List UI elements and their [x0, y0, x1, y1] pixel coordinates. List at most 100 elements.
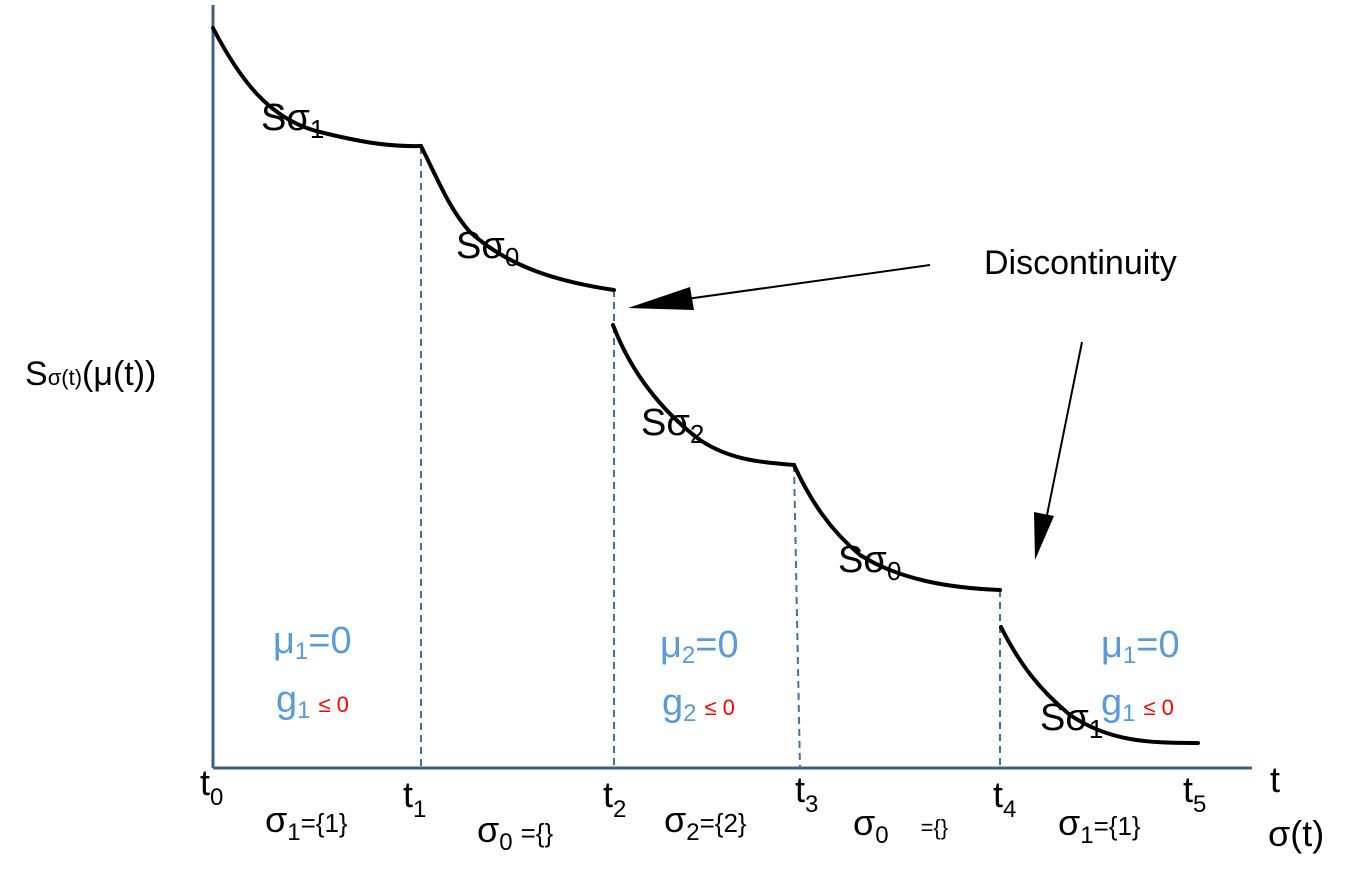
y-axis-label-sub: σ(t): [48, 365, 82, 390]
g-label: g1 ≤ 0: [1101, 682, 1174, 727]
mode-label-sub: 1: [287, 819, 300, 846]
curve-label-2: Sσ0: [456, 225, 519, 272]
g-sub: 1: [1122, 700, 1135, 727]
mode-label-5: σ1={1}: [1058, 802, 1141, 849]
curve-label-5: Sσ1: [1040, 697, 1103, 744]
tick-t0: t0: [200, 762, 223, 811]
y-axis-label-main: S: [25, 355, 48, 393]
switching-lines: [420, 147, 1001, 769]
tick-sub: 5: [1193, 791, 1206, 818]
tick-main: t: [603, 774, 613, 815]
mode-label-sub: 1: [1080, 822, 1093, 849]
constraint-1: μ1=0 g1 ≤ 0: [273, 620, 352, 724]
mu-label: μ1=0: [273, 620, 352, 665]
curve-segment-5: [999, 625, 1200, 745]
g-rest: ≤ 0: [705, 695, 735, 720]
mu-main: μ: [273, 620, 295, 662]
tick-t1: t1: [403, 774, 426, 823]
mu-rest: =0: [308, 620, 351, 662]
arrow-line-1: [664, 264, 931, 303]
mode-label-main: σ: [664, 799, 686, 840]
mu-sub: 1: [1123, 642, 1136, 669]
g-rest: ≤ 0: [319, 692, 349, 717]
tick-sub: 3: [805, 791, 818, 818]
curve-label-3: Sσ2: [641, 402, 704, 449]
mu-sub: 2: [682, 642, 695, 669]
mode-label-main: σ: [265, 799, 287, 840]
discontinuity-arrows: [628, 264, 1083, 560]
constraint-2: μ2=0 g2 ≤ 0: [660, 624, 739, 727]
constraint-3: μ1=0 g1 ≤ 0: [1101, 624, 1180, 727]
curve-label-4: Sσ0: [838, 539, 901, 586]
mode-label-rest: ={}: [921, 815, 949, 840]
mu-rest: =0: [695, 624, 738, 666]
g-main: g: [662, 682, 683, 724]
tick-t3: t3: [795, 769, 818, 818]
tick-main: t: [993, 774, 1003, 815]
curve-label-sub: 1: [310, 114, 324, 144]
mu-rest: =0: [1136, 624, 1179, 666]
tick-main: t: [403, 774, 413, 815]
curve-label-main: Sσ: [261, 97, 310, 139]
mu-label: μ1=0: [1101, 624, 1180, 669]
tick-sub: 1: [413, 796, 426, 823]
mode-label-main: σ: [477, 809, 499, 850]
mode-label-sub: 0: [499, 829, 512, 856]
g-rest: ≤ 0: [1144, 695, 1174, 720]
tick-main: t: [200, 762, 210, 803]
mode-label-sub: 0: [875, 822, 888, 849]
mu-main: μ: [1101, 624, 1123, 666]
curve-label-main: Sσ: [641, 402, 690, 444]
mu-label: μ2=0: [660, 624, 739, 669]
x-axis-label: t: [1270, 759, 1280, 800]
tick-main: t: [1183, 769, 1193, 810]
mode-label-1: σ1={1}: [265, 799, 348, 846]
curve-label-sub: 0: [887, 556, 901, 586]
mode-label-rest: ={2}: [700, 808, 747, 838]
mode-label-main: σ: [853, 802, 875, 843]
switch-line-t3: [793, 464, 801, 769]
tick-t4: t4: [993, 774, 1016, 823]
g-label: g2 ≤ 0: [662, 682, 735, 727]
arrow-head-1: [628, 287, 694, 310]
curve-label-main: Sσ: [1040, 697, 1089, 739]
x-axis-label-sigma: σ(t): [1268, 813, 1324, 854]
curve-segment-2: [419, 144, 616, 292]
arrow-head-2: [1034, 512, 1054, 560]
tick-t5: t5: [1183, 769, 1206, 818]
mode-label-rest: ={1}: [1094, 811, 1141, 841]
mu-main: μ: [660, 624, 682, 666]
cost-curve: [211, 26, 1200, 745]
mu-sub: 1: [295, 638, 308, 665]
tick-sub: 0: [210, 784, 223, 811]
tick-sub: 2: [613, 796, 626, 823]
curve-segment-1: [211, 26, 423, 149]
g-main: g: [1101, 682, 1122, 724]
curve-label-1: Sσ1: [261, 97, 324, 144]
mode-label-sub: 2: [686, 819, 699, 846]
curve-label-sub: 0: [505, 242, 519, 272]
discontinuity-label: Discontinuity: [984, 244, 1177, 282]
curve-label-main: Sσ: [456, 225, 505, 267]
g-label: g1 ≤ 0: [276, 679, 349, 724]
curve-segment-3: [611, 323, 796, 467]
tick-t2: t2: [603, 774, 626, 823]
mode-label-rest: ={1}: [301, 808, 348, 838]
arrow-line-2: [1044, 341, 1083, 526]
mode-label-3: σ2={2}: [664, 799, 747, 846]
mode-label-rest: ={}: [521, 818, 554, 848]
g-main: g: [276, 679, 297, 721]
mode-label-main: σ: [1058, 802, 1080, 843]
mode-label-2: σ0 ={}: [477, 809, 553, 856]
tick-sub: 4: [1003, 796, 1016, 823]
y-axis-label-rest: (μ(t)): [82, 355, 156, 393]
g-sub: 1: [297, 697, 310, 724]
curve-label-sub: 1: [1089, 714, 1103, 744]
g-sub: 2: [683, 700, 696, 727]
mode-label-4: σ0 ={}: [853, 802, 948, 849]
y-axis-label: Sσ(t)(μ(t)): [25, 355, 156, 393]
curve-label-sub: 2: [690, 419, 704, 449]
curve-label-main: Sσ: [838, 539, 887, 581]
